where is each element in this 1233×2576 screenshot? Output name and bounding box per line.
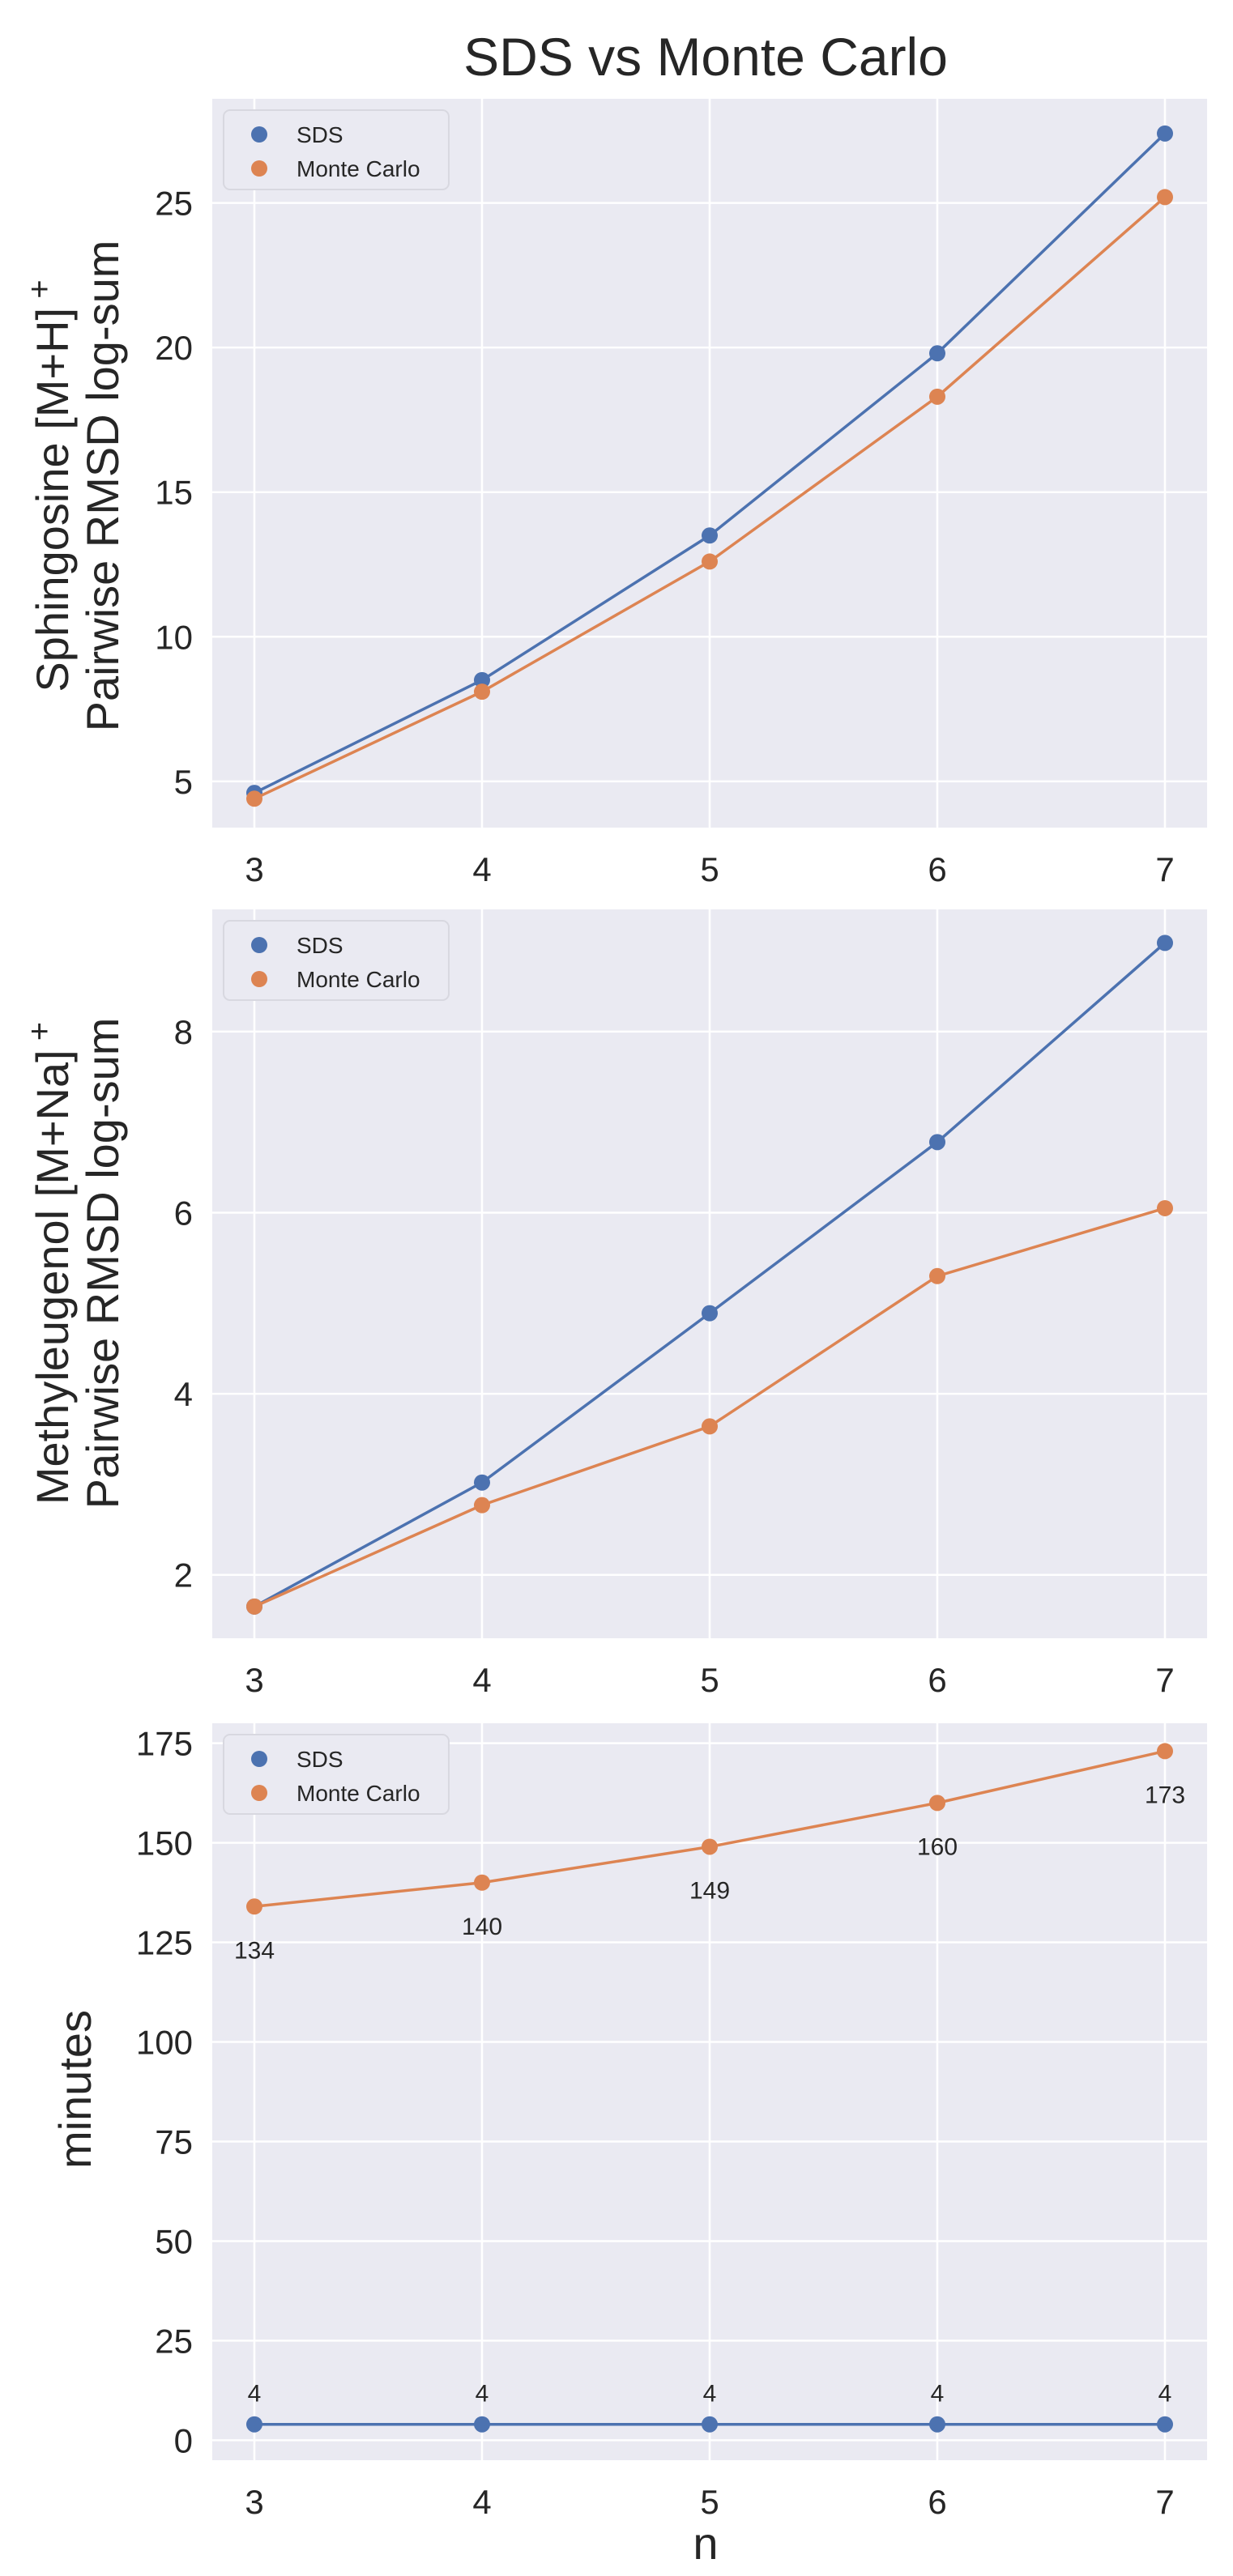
legend-label: Monte Carlo — [297, 1781, 420, 1806]
legend-marker — [251, 1785, 267, 1801]
data-point — [929, 1134, 945, 1151]
chart-panel-3: 0 25 50 75 100 125 150 175 3 4 5 6 7 minutes 134 140 149… — [49, 1723, 1207, 2521]
data-point — [246, 1598, 262, 1615]
data-point — [474, 1474, 490, 1491]
x-tick-label: 5 — [700, 850, 719, 888]
x-tick-label: 3 — [245, 850, 263, 888]
data-point — [246, 1898, 262, 1915]
y-tick-label: 25 — [155, 185, 193, 223]
legend-marker — [251, 126, 267, 143]
y-tick-label: 50 — [155, 2222, 193, 2260]
y-tick-label: 2 — [174, 1556, 193, 1595]
y-tick-label: 175 — [136, 1725, 193, 1763]
y-tick-label: 25 — [155, 2322, 193, 2360]
data-point — [1157, 1199, 1173, 1216]
x-tick-label: 5 — [700, 2483, 719, 2521]
legend-marker — [251, 1751, 267, 1767]
data-point — [702, 527, 718, 544]
data-label: 4 — [476, 2381, 489, 2408]
data-point — [702, 1838, 718, 1855]
data-label: 134 — [234, 1937, 275, 1964]
y-tick-label: 0 — [174, 2421, 193, 2459]
legend-label: SDS — [297, 1747, 343, 1772]
x-tick-label: 3 — [245, 1661, 263, 1699]
chart-panel-2: 2 4 6 8 3 4 5 6 7 Methyleugenol [M+Na] + Pairwise … — [22, 909, 1207, 1699]
y-tick-label: 15 — [155, 474, 193, 512]
legend-marker — [251, 971, 267, 987]
x-tick-label: 6 — [928, 2483, 946, 2521]
data-label: 4 — [931, 2381, 945, 2408]
legend-label: SDS — [297, 933, 343, 958]
x-tick-label: 6 — [928, 850, 946, 888]
y-tick-label: 75 — [155, 2123, 193, 2161]
legend: SDS Monte Carlo — [223, 109, 450, 190]
data-point — [474, 671, 490, 688]
x-tick-label: 4 — [472, 1661, 491, 1699]
data-point — [246, 790, 262, 807]
data-point — [702, 1418, 718, 1435]
data-point — [1157, 2416, 1173, 2433]
data-point — [474, 683, 490, 700]
y-tick-label: 6 — [174, 1194, 193, 1233]
data-point — [929, 388, 945, 405]
legend-label: Monte Carlo — [297, 156, 420, 181]
legend-box — [223, 109, 450, 190]
data-point — [929, 345, 945, 362]
legend-marker — [251, 160, 267, 177]
x-tick-label: 4 — [472, 850, 491, 888]
x-tick-label: 3 — [245, 2483, 263, 2521]
legend-box — [223, 1734, 450, 1815]
y-tick-label: 4 — [174, 1375, 193, 1413]
y-tick-label: 8 — [174, 1013, 193, 1051]
legend: SDS Monte Carlo — [223, 1734, 450, 1815]
y-tick-label: 10 — [155, 618, 193, 656]
legend-label: SDS — [297, 122, 343, 147]
data-point — [474, 1497, 490, 1514]
legend-marker — [251, 937, 267, 953]
data-point — [1157, 935, 1173, 952]
data-point — [246, 2416, 262, 2433]
y-tick-label: 5 — [174, 763, 193, 801]
data-point — [929, 1267, 945, 1284]
data-point — [702, 1305, 718, 1322]
x-tick-label: 7 — [1155, 1661, 1174, 1699]
y-axis-label: Sphingosine [M+H] + Pairwise RMSD log-sum — [22, 241, 128, 732]
y-axis-label: minutes — [49, 2010, 100, 2169]
data-label: 173 — [1145, 1782, 1185, 1808]
data-label: 4 — [248, 2381, 262, 2408]
data-label: 140 — [462, 1914, 502, 1940]
data-point — [702, 553, 718, 570]
y-tick-label: 100 — [136, 2024, 193, 2062]
data-point — [702, 2416, 718, 2433]
data-point — [1157, 189, 1173, 206]
data-label: 4 — [703, 2381, 717, 2408]
chart-panel-1: 5 10 15 20 25 3 4 5 6 7 Sphingosine [M+H] + Pairwis… — [22, 99, 1207, 888]
x-tick-label: 5 — [700, 1661, 719, 1699]
legend-label: Monte Carlo — [297, 967, 420, 992]
x-tick-label: 7 — [1155, 2483, 1174, 2521]
y-tick-label: 150 — [136, 1824, 193, 1863]
y-tick-label: 20 — [155, 329, 193, 367]
x-tick-label: 4 — [472, 2483, 491, 2521]
data-point — [929, 1795, 945, 1812]
data-point — [474, 2416, 490, 2433]
data-point — [1157, 125, 1173, 142]
x-axis-label: n — [693, 2518, 718, 2569]
x-tick-label: 7 — [1155, 850, 1174, 888]
data-point — [1157, 1743, 1173, 1760]
figure-title: SDS vs Monte Carlo — [463, 27, 948, 87]
y-tick-label: 125 — [136, 1924, 193, 1962]
y-axis-label: Methyleugenol [M+Na] + Pairwise RMSD log-… — [22, 1018, 128, 1509]
data-point — [474, 1874, 490, 1891]
data-label: 160 — [917, 1833, 958, 1860]
legend-box — [223, 920, 450, 1001]
legend: SDS Monte Carlo — [223, 920, 450, 1001]
data-point — [929, 2416, 945, 2433]
data-label: 149 — [689, 1877, 730, 1904]
x-tick-label: 6 — [928, 1661, 946, 1699]
data-label: 4 — [1158, 2381, 1172, 2408]
